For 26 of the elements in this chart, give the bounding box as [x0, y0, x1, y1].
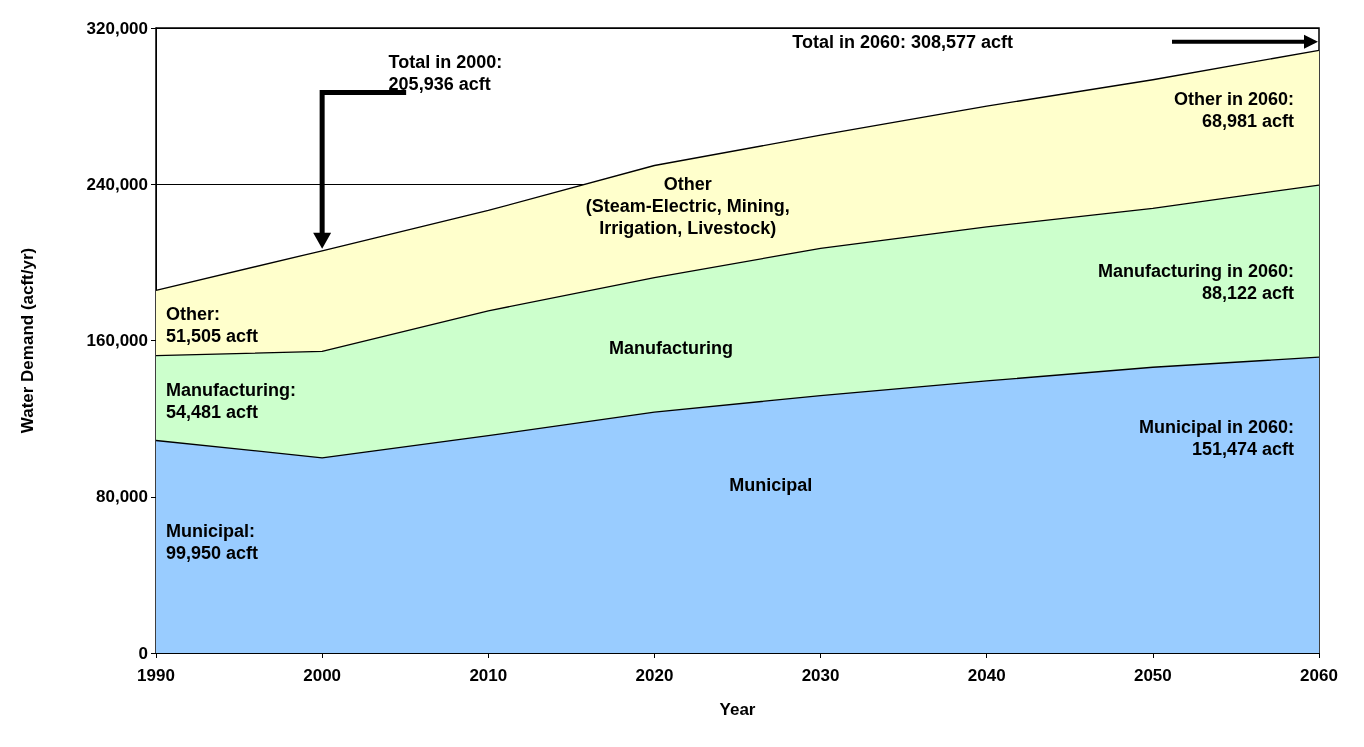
x-tick-label: 2040 — [967, 666, 1006, 685]
series-label: Municipal — [729, 475, 813, 496]
y-axis-title: Water Demand (acft/yr) — [18, 247, 37, 434]
annotation: Other in 2060: 68,981 acft — [1174, 89, 1295, 132]
x-tick-label: 2020 — [635, 666, 674, 685]
x-tick-label: 2060 — [1300, 666, 1338, 685]
x-axis-title: Year — [719, 700, 756, 719]
x-tick-label: 2030 — [801, 666, 840, 685]
y-tick-label: 160,000 — [86, 331, 148, 350]
annotation: Total in 2060: 308,577 acft — [792, 31, 1014, 52]
annotation: Municipal in 2060: 151,474 acft — [1139, 417, 1295, 460]
annotation: Other: 51,505 acft — [165, 303, 259, 346]
x-tick-label: 2050 — [1133, 666, 1172, 685]
x-tick-label: 2000 — [303, 666, 342, 685]
annotation: Manufacturing in 2060: 88,122 acft — [1098, 260, 1295, 303]
y-tick-label: 80,000 — [96, 487, 148, 507]
x-tick-label: 1990 — [137, 666, 175, 685]
y-tick-label: 0 — [138, 643, 148, 663]
series-label: Manufacturing — [609, 338, 734, 359]
y-tick-label: 240,000 — [86, 174, 148, 194]
y-tick-label: 320,000 — [86, 18, 148, 38]
annotation: Manufacturing: 54,481 acft — [165, 380, 296, 423]
x-tick-label: 2010 — [469, 666, 508, 685]
annotation: Municipal: 99,950 acft — [165, 520, 259, 563]
series-label: Other (Steam-Electric, Mining, Irrigation, Livestock) — [585, 173, 790, 238]
annotation: Total in 2000: 205,936 acft — [388, 51, 503, 94]
